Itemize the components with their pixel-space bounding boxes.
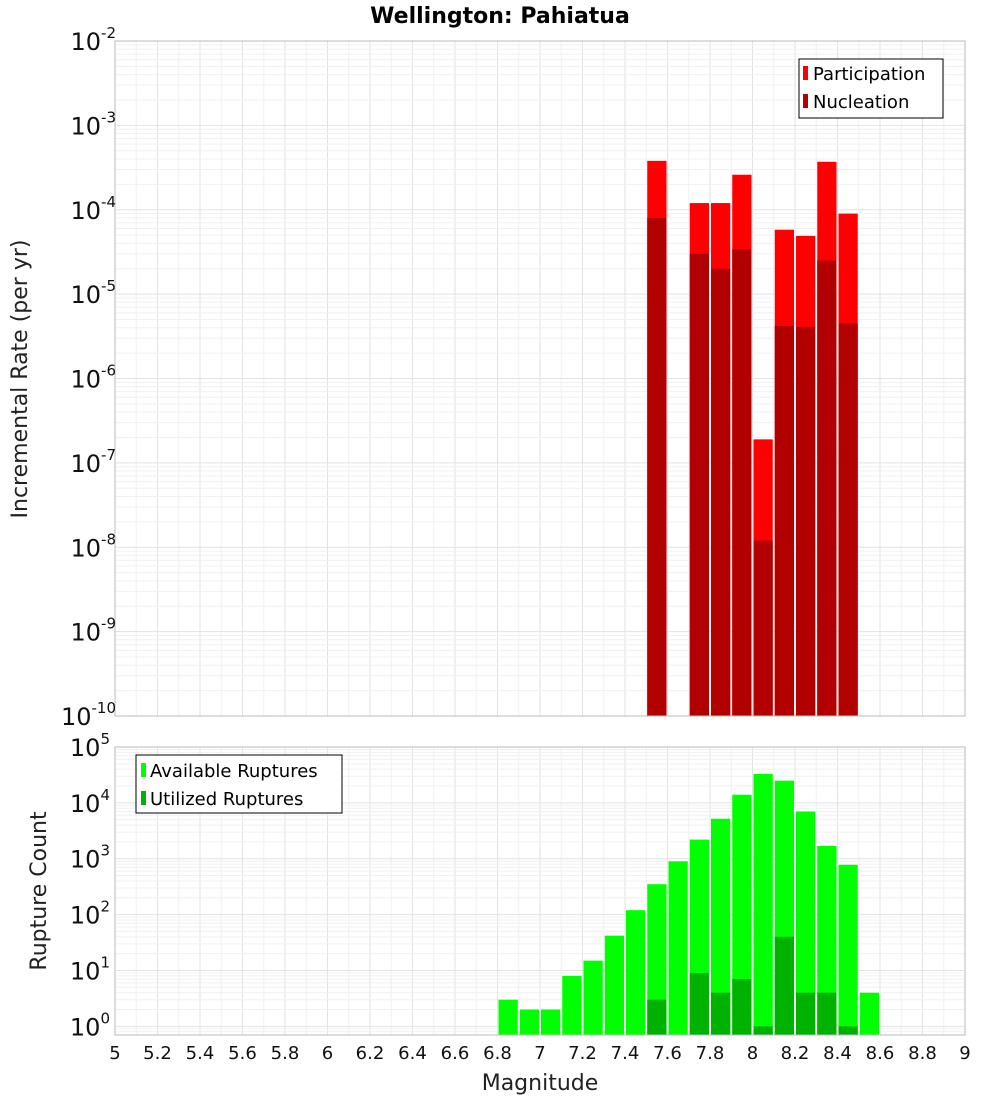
count-bar-utilized-ruptures [647,999,667,1035]
rate-panel-legend: Participation Nucleation [798,58,944,119]
rate-bar-nucleation [711,268,731,716]
legend-label-participation: Participation [813,64,925,85]
rate-bar-nucleation [774,325,794,716]
count-bar-available-ruptures [498,999,518,1035]
legend-swatch-nucleation [803,94,808,108]
count-bar-utilized-ruptures [732,979,752,1035]
count-bar-available-ruptures [562,975,582,1035]
count-bar-utilized-ruptures [796,992,816,1035]
legend-swatch-utilized [141,791,146,805]
count-y-tick-label: 101 [70,953,110,985]
count-bar-available-ruptures [732,794,752,1035]
count-legend-box [135,754,343,814]
rate-bar-nucleation [817,260,837,716]
rate-panel-y-label: Incremental Rate (per yr) [8,240,33,519]
x-tick-label: 8.2 [781,1043,810,1064]
count-bar-utilized-ruptures [838,1026,858,1035]
count-bar-available-ruptures [626,910,646,1035]
x-tick-label: 5.4 [186,1043,215,1064]
count-bar-available-ruptures [668,861,688,1035]
x-tick-label: 5.6 [228,1043,257,1064]
count-y-tick-label: 103 [70,842,110,874]
rate-y-tick-label: 10-6 [70,362,116,394]
count-bar-available-ruptures [838,864,858,1035]
rate-y-tick-label: 10-8 [70,530,116,562]
chart-title: Wellington: Pahiatua [370,4,630,29]
x-tick-label: 9 [959,1043,970,1064]
x-tick-label: 6.8 [483,1043,512,1064]
rate-panel-bars [647,160,858,717]
rate-y-tick-label: 10-4 [70,193,116,225]
x-axis-label: Magnitude [482,1071,599,1096]
x-tick-label: 7.6 [653,1043,682,1064]
x-tick-label: 5.8 [271,1043,300,1064]
rate-panel: 10-2 10-3 10-4 10-5 10-6 10-7 10-8 10-9 10-10 In… [8,24,966,731]
x-tick-label: 8 [747,1043,758,1064]
x-tick-label: 5 [109,1043,120,1064]
count-panel-y-label: Rupture Count [27,811,52,971]
count-y-tick-label: 104 [70,786,110,818]
legend-swatch-available [141,763,146,777]
count-bar-utilized-ruptures [774,936,794,1035]
legend-label-nucleation: Nucleation [813,92,909,113]
count-y-tick-label: 100 [70,1009,110,1041]
count-bar-utilized-ruptures [711,992,731,1035]
x-tick-label: 8.6 [866,1043,895,1064]
count-bar-utilized-ruptures [753,1026,773,1035]
rate-y-tick-label: 10-2 [70,24,116,56]
rate-bar-nucleation [753,540,773,716]
count-panel-frame [114,746,966,1036]
count-panel: 105 104 103 102 101 100 Rupture Count Availab… [27,730,966,1041]
count-panel-bars [498,773,879,1035]
count-bar-available-ruptures [541,1009,561,1035]
count-y-tick-label: 102 [70,898,110,930]
count-panel-legend: Available Ruptures Utilized Ruptures [135,754,343,814]
count-bar-utilized-ruptures [689,973,709,1035]
legend-label-utilized: Utilized Ruptures [150,789,303,810]
legend-label-available: Available Ruptures [150,761,318,782]
rate-panel-frame [114,40,966,717]
legend-swatch-participation [803,66,808,80]
x-tick-label: 6.6 [441,1043,470,1064]
count-bar-available-ruptures [519,1009,539,1035]
rate-panel-grid [114,40,966,717]
x-tick-label: 7.8 [696,1043,725,1064]
count-bar-available-ruptures [753,773,773,1035]
count-bar-available-ruptures [711,818,731,1035]
count-panel-y-ticks: 105 104 103 102 101 100 [70,730,110,1041]
x-tick-label: 6.2 [356,1043,385,1064]
x-tick-label: 6.4 [398,1043,427,1064]
rate-y-tick-label: 10-5 [70,277,116,309]
rate-bar-nucleation [647,217,667,716]
count-y-tick-label: 105 [70,730,110,762]
x-tick-label: 8.8 [908,1043,937,1064]
rate-bar-nucleation [838,323,858,716]
count-bar-available-ruptures [796,811,816,1035]
x-tick-label: 7 [534,1043,545,1064]
x-tick-label: 7.2 [568,1043,597,1064]
rate-legend-box [798,58,944,119]
rate-y-tick-label: 10-10 [61,699,116,731]
count-bar-utilized-ruptures [817,992,837,1035]
count-bar-available-ruptures [647,884,667,1035]
x-axis-ticks: 5 5.2 5.4 5.6 5.8 6 6.2 6.4 6.6 6.8 7 7.2 7.4 7.6 7.8 8… [109,1043,970,1064]
x-tick-label: 8.4 [823,1043,852,1064]
count-bar-available-ruptures [604,935,624,1035]
x-tick-label: 7.4 [611,1043,640,1064]
rate-bar-nucleation [732,249,752,716]
rate-bar-nucleation [796,326,816,716]
x-tick-label: 5.2 [143,1043,172,1064]
count-bar-available-ruptures [859,992,879,1035]
count-bar-available-ruptures [583,960,603,1035]
rate-y-tick-label: 10-3 [70,108,116,140]
rate-bar-nucleation [689,253,709,716]
rate-panel-y-ticks: 10-2 10-3 10-4 10-5 10-6 10-7 10-8 10-9 10-10 [61,24,116,731]
x-tick-label: 6 [322,1043,333,1064]
rate-y-tick-label: 10-9 [70,615,116,647]
rate-y-tick-label: 10-7 [70,446,116,478]
count-bar-available-ruptures [817,845,837,1035]
